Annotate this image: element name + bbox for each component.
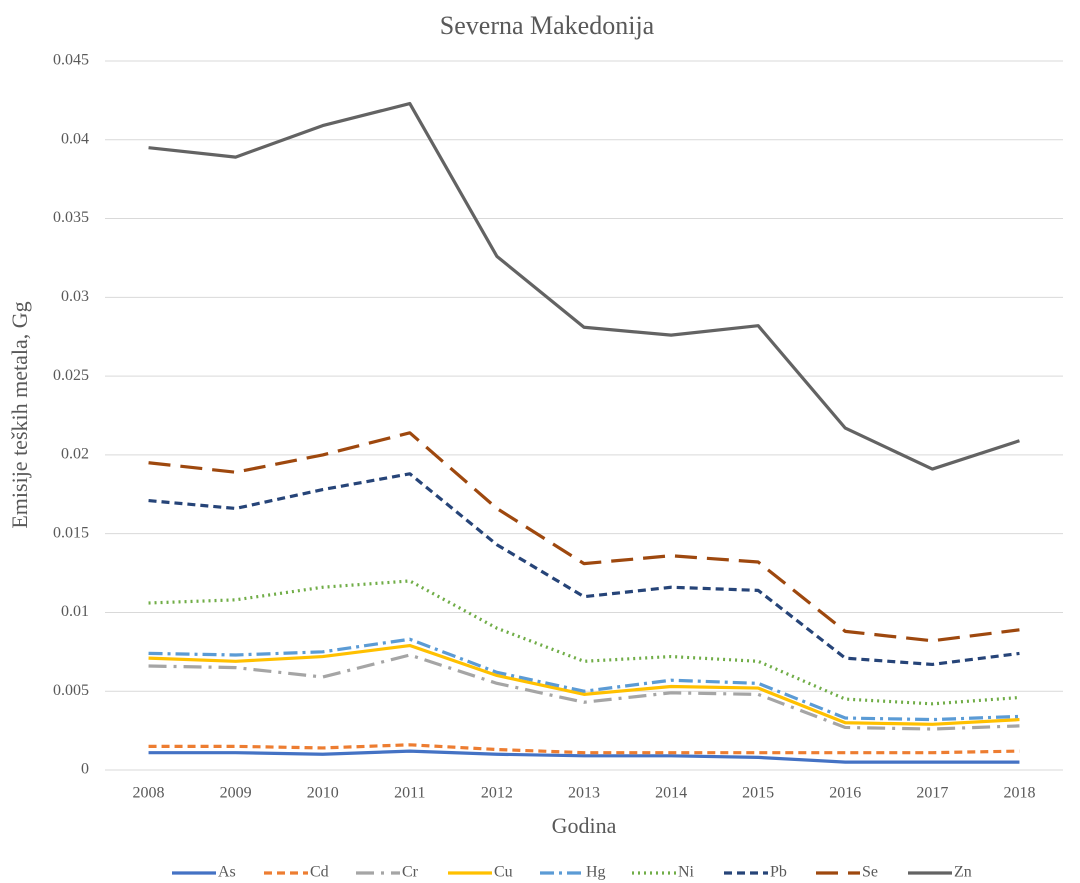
y-tick-label: 0.015 bbox=[53, 524, 89, 541]
series-line bbox=[148, 101, 1020, 471]
y-tick-label: 0.01 bbox=[61, 603, 89, 620]
legend-label: Cr bbox=[402, 864, 419, 881]
y-tick-label: 0.035 bbox=[53, 209, 89, 226]
legend-label: Cu bbox=[494, 864, 513, 881]
y-tick-label: 0.005 bbox=[53, 682, 89, 699]
y-tick-label: 0.02 bbox=[61, 446, 89, 463]
legend-label: Zn bbox=[954, 864, 972, 881]
series-line bbox=[148, 579, 1020, 706]
legend-label: Hg bbox=[586, 864, 606, 881]
y-tick-label: 0.04 bbox=[61, 130, 89, 147]
x-tick-label: 2015 bbox=[742, 785, 774, 802]
x-tick-label: 2017 bbox=[916, 785, 948, 802]
legend-label: Se bbox=[862, 864, 878, 881]
x-tick-label: 2010 bbox=[307, 785, 339, 802]
chart-title: Severna Makedonija bbox=[440, 11, 655, 40]
y-tick-label: 0.045 bbox=[53, 52, 89, 69]
x-tick-label: 2009 bbox=[220, 785, 252, 802]
series-line bbox=[148, 431, 1020, 643]
x-tick-label: 2012 bbox=[481, 785, 513, 802]
x-tick-label: 2014 bbox=[655, 785, 687, 802]
x-tick-label: 2013 bbox=[568, 785, 600, 802]
x-tick-label: 2016 bbox=[829, 785, 861, 802]
x-tick-label: 2011 bbox=[394, 785, 425, 802]
y-tick-label: 0 bbox=[81, 761, 89, 778]
legend-label: As bbox=[218, 864, 236, 881]
x-axis-title: Godina bbox=[552, 813, 617, 838]
series-line bbox=[148, 472, 1020, 667]
series-line bbox=[148, 743, 1020, 755]
y-tick-label: 0.025 bbox=[53, 367, 89, 384]
y-tick-label: 0.03 bbox=[61, 288, 89, 305]
series-line bbox=[148, 637, 1020, 722]
legend-label: Cd bbox=[310, 864, 329, 881]
series-line bbox=[148, 643, 1020, 726]
y-axis-title: Emisije teških metala, Gg bbox=[7, 301, 32, 528]
x-tick-label: 2018 bbox=[1003, 785, 1035, 802]
series-line bbox=[148, 749, 1020, 764]
legend-label: Pb bbox=[770, 864, 787, 881]
series-line bbox=[148, 653, 1020, 731]
legend-label: Ni bbox=[678, 864, 695, 881]
x-tick-label: 2008 bbox=[133, 785, 165, 802]
